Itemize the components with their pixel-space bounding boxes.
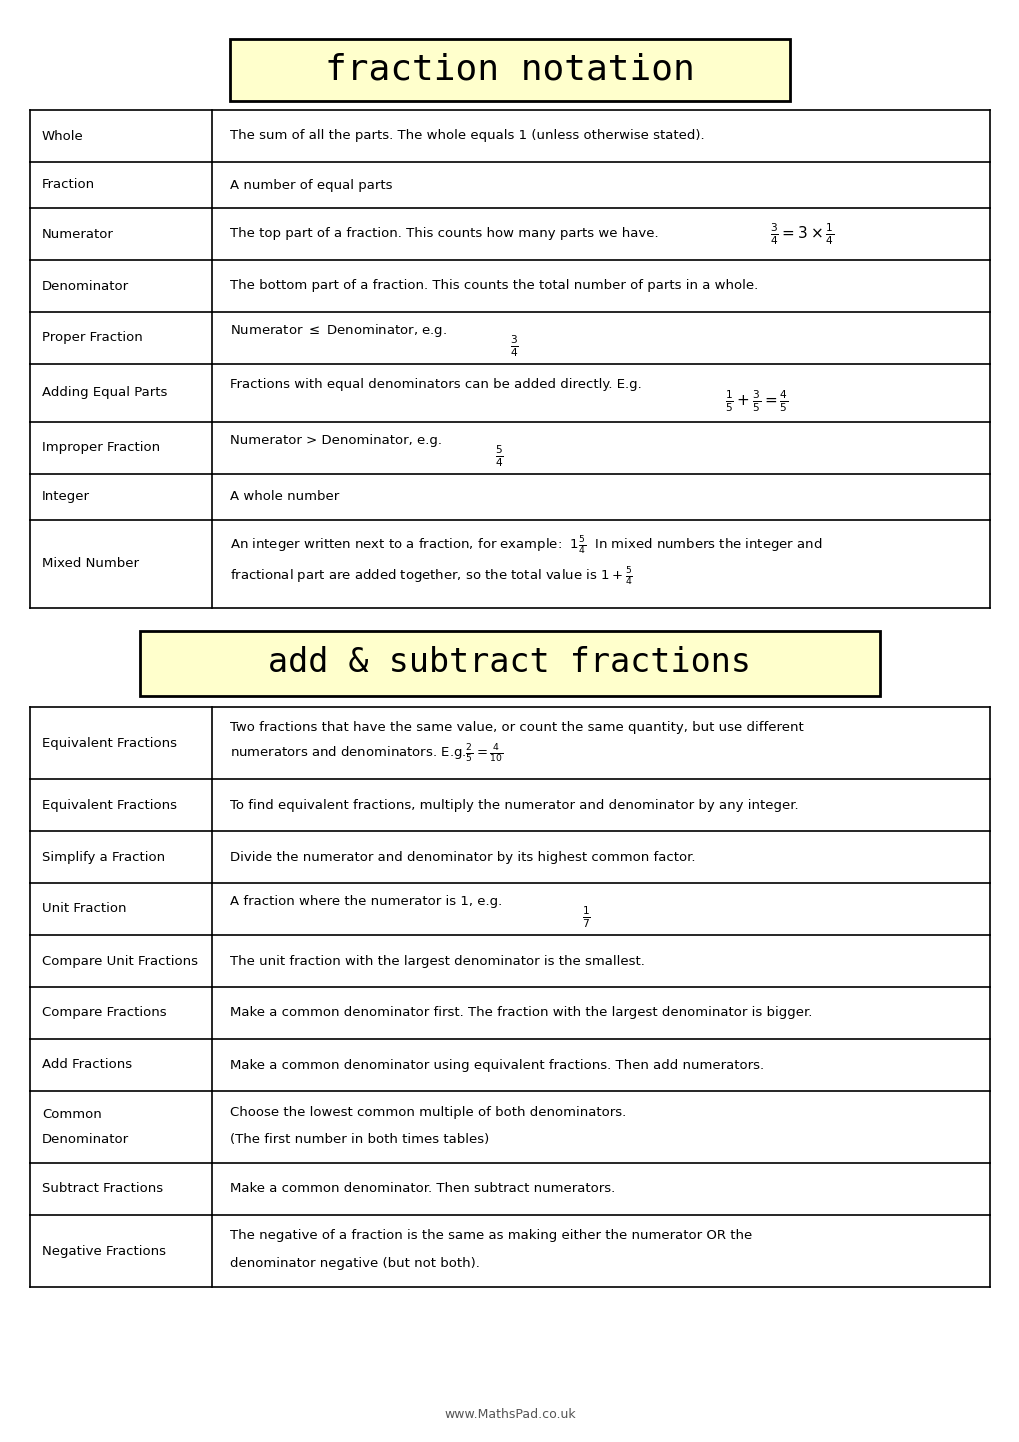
Text: Negative Fractions: Negative Fractions: [42, 1244, 166, 1257]
Text: www.MathsPad.co.uk: www.MathsPad.co.uk: [443, 1407, 576, 1420]
Text: An integer written next to a fraction, for example:  $1\frac{5}{4}$  In mixed nu: An integer written next to a fraction, f…: [229, 535, 821, 558]
Text: Adding Equal Parts: Adding Equal Parts: [42, 386, 167, 399]
Text: Choose the lowest common multiple of both denominators.: Choose the lowest common multiple of bot…: [229, 1106, 626, 1119]
Text: Mixed Number: Mixed Number: [42, 558, 139, 571]
Text: $\frac{3}{4}$: $\frac{3}{4}$: [510, 333, 519, 359]
Text: Common: Common: [42, 1109, 102, 1122]
Text: Equivalent Fractions: Equivalent Fractions: [42, 737, 177, 750]
Text: A whole number: A whole number: [229, 490, 339, 503]
Text: denominator negative (but not both).: denominator negative (but not both).: [229, 1257, 479, 1270]
Text: $\frac{1}{7}$: $\frac{1}{7}$: [582, 904, 590, 930]
Text: fractional part are added together, so the total value is $1 + \frac{5}{4}$: fractional part are added together, so t…: [229, 567, 632, 588]
Text: Denominator: Denominator: [42, 280, 129, 293]
Text: Fraction: Fraction: [42, 179, 95, 192]
Text: Add Fractions: Add Fractions: [42, 1058, 132, 1071]
Text: The sum of all the parts. The whole equals 1 (unless otherwise stated).: The sum of all the parts. The whole equa…: [229, 130, 704, 143]
Text: Numerator > Denominator, e.g.: Numerator > Denominator, e.g.: [229, 434, 441, 447]
Text: A fraction where the numerator is 1, e.g.: A fraction where the numerator is 1, e.g…: [229, 894, 501, 907]
Text: Unit Fraction: Unit Fraction: [42, 903, 126, 916]
Text: Equivalent Fractions: Equivalent Fractions: [42, 799, 177, 812]
Text: Numerator $\leq$ Denominator, e.g.: Numerator $\leq$ Denominator, e.g.: [229, 322, 446, 339]
Text: Improper Fraction: Improper Fraction: [42, 441, 160, 454]
Text: Divide the numerator and denominator by its highest common factor.: Divide the numerator and denominator by …: [229, 851, 695, 864]
Text: Denominator: Denominator: [42, 1133, 129, 1146]
Text: The negative of a fraction is the same as making either the numerator OR the: The negative of a fraction is the same a…: [229, 1229, 752, 1242]
Text: Make a common denominator first. The fraction with the largest denominator is bi: Make a common denominator first. The fra…: [229, 1007, 811, 1019]
Text: The unit fraction with the largest denominator is the smallest.: The unit fraction with the largest denom…: [229, 955, 644, 968]
Text: A number of equal parts: A number of equal parts: [229, 179, 392, 192]
Text: Subtract Fractions: Subtract Fractions: [42, 1182, 163, 1195]
Text: Make a common denominator. Then subtract numerators.: Make a common denominator. Then subtract…: [229, 1182, 614, 1195]
Text: Integer: Integer: [42, 490, 90, 503]
Text: Make a common denominator using equivalent fractions. Then add numerators.: Make a common denominator using equivale…: [229, 1058, 763, 1071]
Text: fraction notation: fraction notation: [325, 53, 694, 87]
Text: Proper Fraction: Proper Fraction: [42, 332, 143, 345]
Text: Compare Unit Fractions: Compare Unit Fractions: [42, 955, 198, 968]
Text: $\frac{5}{4}$: $\frac{5}{4}$: [494, 443, 503, 469]
Text: Compare Fractions: Compare Fractions: [42, 1007, 166, 1019]
Text: The top part of a fraction. This counts how many parts we have.: The top part of a fraction. This counts …: [229, 228, 658, 241]
FancyBboxPatch shape: [140, 630, 879, 695]
Text: Two fractions that have the same value, or count the same quantity, but use diff: Two fractions that have the same value, …: [229, 721, 803, 734]
Text: numerators and denominators. E.g.$\frac{2}{5} = \frac{4}{10}$: numerators and denominators. E.g.$\frac{…: [229, 743, 503, 764]
Text: Fractions with equal denominators can be added directly. E.g.: Fractions with equal denominators can be…: [229, 378, 641, 391]
FancyBboxPatch shape: [229, 39, 790, 101]
Text: add & subtract fractions: add & subtract fractions: [268, 646, 751, 679]
Text: $\frac{1}{5} + \frac{3}{5} = \frac{4}{5}$: $\frac{1}{5} + \frac{3}{5} = \frac{4}{5}…: [725, 389, 788, 414]
Text: $\frac{3}{4} = 3 \times \frac{1}{4}$: $\frac{3}{4} = 3 \times \frac{1}{4}$: [769, 221, 834, 247]
Text: (The first number in both times tables): (The first number in both times tables): [229, 1133, 489, 1146]
Text: To find equivalent fractions, multiply the numerator and denominator by any inte: To find equivalent fractions, multiply t…: [229, 799, 798, 812]
Text: Whole: Whole: [42, 130, 84, 143]
Text: The bottom part of a fraction. This counts the total number of parts in a whole.: The bottom part of a fraction. This coun…: [229, 280, 757, 293]
Text: Numerator: Numerator: [42, 228, 114, 241]
Text: Simplify a Fraction: Simplify a Fraction: [42, 851, 165, 864]
